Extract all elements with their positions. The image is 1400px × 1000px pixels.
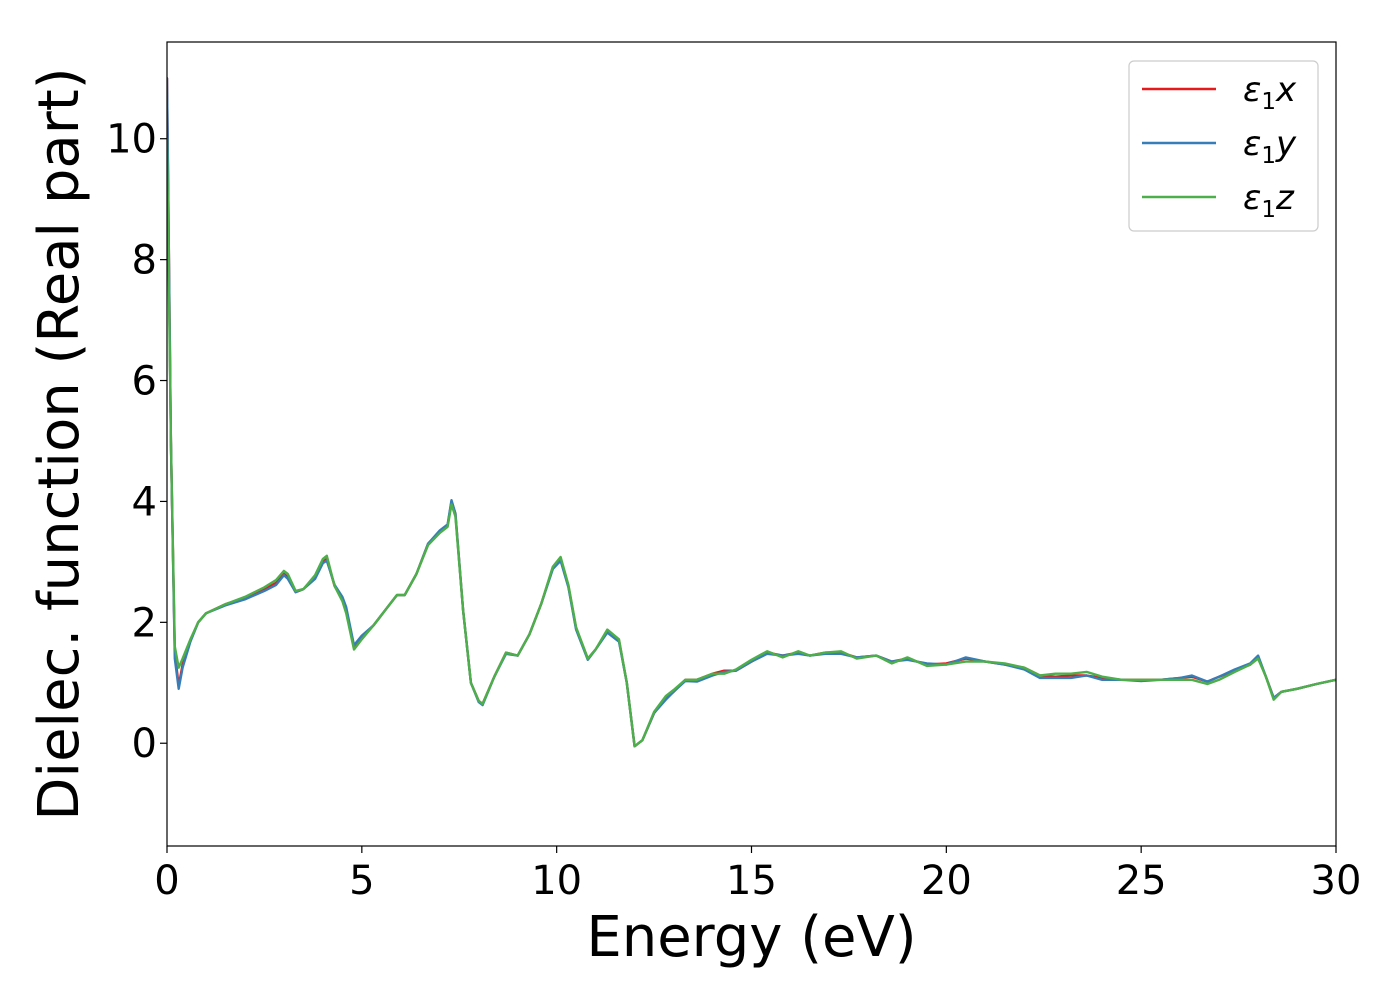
x-tick-label: 5: [349, 858, 374, 904]
y-tick-label: 2: [132, 600, 157, 646]
y-tick-label: 6: [132, 359, 157, 405]
x-axis: 0 5 10 15 20 25 30: [154, 846, 1361, 904]
series-line-z: [167, 137, 1336, 748]
legend: ε1x ε1y ε1z: [1128, 60, 1319, 232]
y-tick-label: 0: [132, 721, 157, 767]
legend-label-y: ε1y: [1243, 124, 1297, 169]
series-line-y: [167, 77, 1336, 748]
legend-label-x: ε1x: [1243, 70, 1297, 115]
y-axis-title: Dielec. function (Real part): [27, 67, 92, 820]
y-axis: 0 2 4 6 8 10: [106, 117, 167, 767]
x-tick-label: 0: [154, 858, 179, 904]
x-axis-title: Energy (eV): [586, 905, 916, 970]
y-tick-label: 10: [106, 117, 157, 163]
y-tick-label: 4: [132, 479, 157, 525]
x-tick-label: 30: [1311, 858, 1362, 904]
x-tick-label: 15: [726, 858, 777, 904]
legend-label-z: ε1z: [1243, 178, 1295, 223]
y-tick-label: 8: [132, 238, 157, 284]
x-tick-label: 25: [1116, 858, 1167, 904]
x-tick-label: 10: [531, 858, 582, 904]
legend-box: [1128, 60, 1319, 232]
x-tick-label: 20: [921, 858, 972, 904]
plot-area: [167, 77, 1336, 748]
